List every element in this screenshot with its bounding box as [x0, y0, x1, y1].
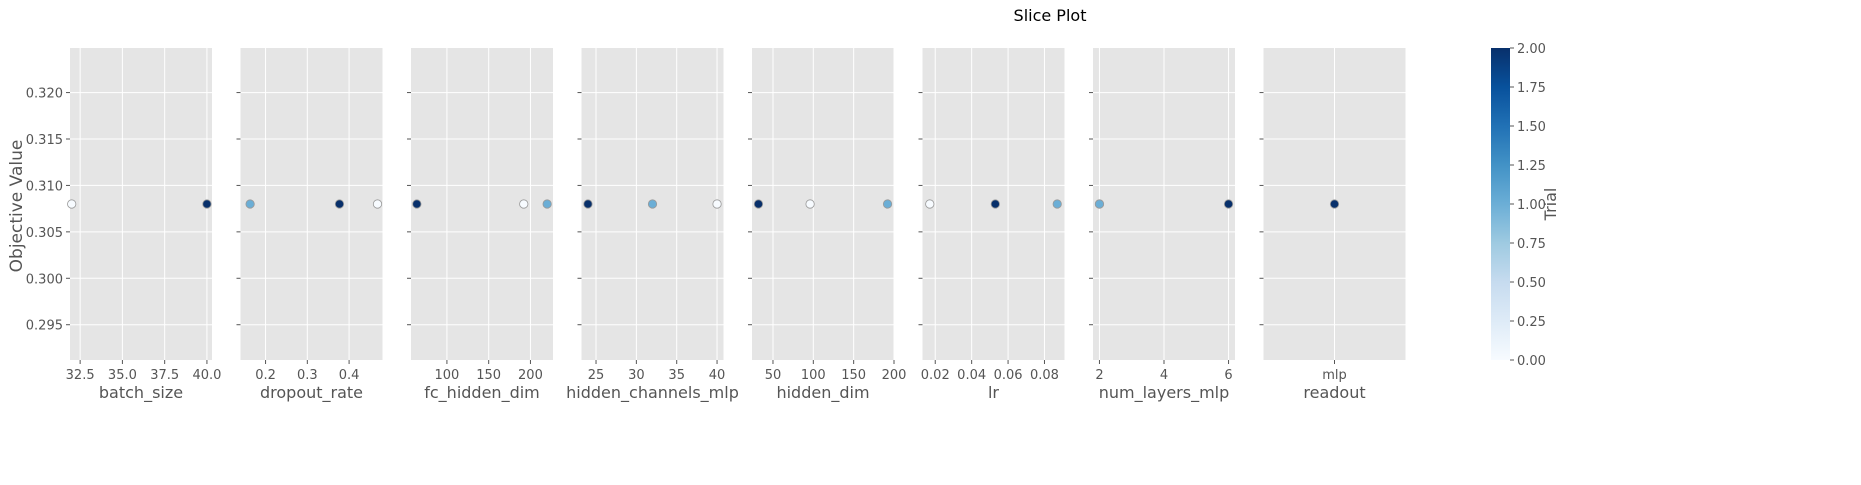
data-point-trial-1 — [542, 199, 552, 209]
data-point-trial-1 — [647, 199, 658, 209]
x-tick-label: 50 — [765, 368, 782, 383]
x-axis-label: num_layers_mlp — [1099, 383, 1230, 403]
data-point-trial-2 — [412, 199, 422, 209]
subplot-hidden_dim: 50 100 150 200 hidden_dim — [748, 48, 906, 403]
plot-area-background — [70, 48, 212, 360]
x-tick-label: 0.3 — [297, 368, 318, 383]
x-tick-label: 25 — [588, 368, 605, 383]
subplot-panels: 0.295 0.300 0.305 0.310 0.315 0.320 32.5 35.0 37… — [26, 48, 1406, 403]
y-tick-label: 0.305 — [26, 226, 63, 241]
colorbar-tick-label: 0.75 — [1517, 237, 1546, 252]
data-point-trial-0 — [925, 199, 935, 209]
chart-title: Slice Plot — [1014, 6, 1087, 25]
x-tick-label: mlp — [1322, 368, 1347, 383]
x-tick-label: 6 — [1224, 368, 1232, 383]
x-axis-label: fc_hidden_dim — [424, 383, 540, 403]
y-tick-label: 0.315 — [26, 133, 63, 148]
x-axis-label: hidden_dim — [776, 383, 869, 403]
data-point-trial-2 — [753, 199, 764, 209]
x-tick-label: 100 — [435, 368, 460, 383]
x-tick-label: 35 — [668, 368, 685, 383]
subplot-lr: 0.02 0.04 0.06 0.08 lr — [918, 48, 1065, 402]
x-axis-label: batch_size — [99, 383, 183, 403]
y-tick-label: 0.320 — [26, 87, 63, 102]
x-tick-label: 0.4 — [339, 368, 360, 383]
x-tick-label: 0.06 — [994, 368, 1023, 383]
data-point-trial-0 — [519, 199, 529, 209]
plot-area-background — [411, 48, 553, 360]
x-axis-label: hidden_channels_mlp — [566, 383, 739, 403]
data-point-trial-1 — [1094, 199, 1105, 209]
x-tick-label: 4 — [1160, 368, 1168, 383]
y-tick-label: 0.310 — [26, 179, 63, 194]
colorbar-tick-label: 1.75 — [1517, 81, 1546, 96]
x-tick-label: 37.5 — [150, 368, 179, 383]
x-tick-label: 35.0 — [108, 368, 137, 383]
colorbar: 0.00 0.25 0.50 0.75 1.00 1.25 1.50 1.75 2.00 Tria… — [1491, 42, 1560, 369]
data-point-trial-2 — [1329, 199, 1340, 209]
data-point-trial-2 — [990, 199, 1000, 209]
colorbar-tick-label: 1.25 — [1517, 159, 1546, 174]
data-point-trial-2 — [334, 199, 345, 209]
colorbar-tick-label: 1.00 — [1517, 198, 1546, 213]
data-point-trial-1 — [1052, 199, 1062, 209]
x-tick-label: 200 — [518, 368, 543, 383]
data-point-trial-1 — [882, 199, 893, 209]
x-tick-label: 0.04 — [957, 368, 986, 383]
y-tick-label: 0.300 — [26, 272, 63, 287]
colorbar-tick-label: 0.50 — [1517, 276, 1546, 291]
x-tick-label: 2 — [1095, 368, 1103, 383]
x-tick-label: 150 — [476, 368, 501, 383]
data-point-trial-2 — [1223, 199, 1234, 209]
plot-area-background — [240, 48, 383, 360]
y-axis-label: Objective Value — [7, 140, 27, 273]
y-tick-label: 0.295 — [26, 319, 63, 334]
data-point-trial-2 — [583, 199, 593, 209]
x-tick-label: 150 — [841, 368, 866, 383]
x-axis-label: readout — [1303, 383, 1365, 402]
data-point-trial-2 — [202, 199, 212, 209]
x-tick-label: 100 — [801, 368, 826, 383]
data-point-trial-0 — [67, 199, 77, 209]
data-point-trial-0 — [372, 199, 383, 209]
x-tick-label: 40 — [709, 368, 726, 383]
plot-area-background — [752, 48, 894, 360]
x-tick-label: 30 — [628, 368, 645, 383]
x-tick-label: 32.5 — [66, 368, 95, 383]
colorbar-tick-label: 0.00 — [1517, 354, 1546, 369]
x-tick-label: 40.0 — [192, 368, 221, 383]
data-point-trial-0 — [712, 199, 722, 209]
colorbar-tick-label: 1.50 — [1517, 120, 1546, 135]
subplot-batch_size: 0.295 0.300 0.305 0.310 0.315 0.320 32.5 35.0 37… — [26, 48, 221, 403]
colorbar-label: Trial — [1541, 188, 1560, 222]
x-tick-label: 0.02 — [921, 368, 950, 383]
x-axis-label: lr — [988, 383, 999, 402]
x-tick-label: 0.08 — [1030, 368, 1059, 383]
colorbar-tick-label: 0.25 — [1517, 315, 1546, 330]
x-axis-label: dropout_rate — [260, 383, 363, 403]
x-tick-label: 0.2 — [255, 368, 276, 383]
data-point-trial-1 — [245, 199, 255, 209]
data-point-trial-0 — [805, 199, 815, 209]
colorbar-tick-label: 2.00 — [1517, 42, 1546, 57]
x-tick-label: 200 — [882, 368, 907, 383]
colorbar-gradient — [1491, 48, 1510, 360]
